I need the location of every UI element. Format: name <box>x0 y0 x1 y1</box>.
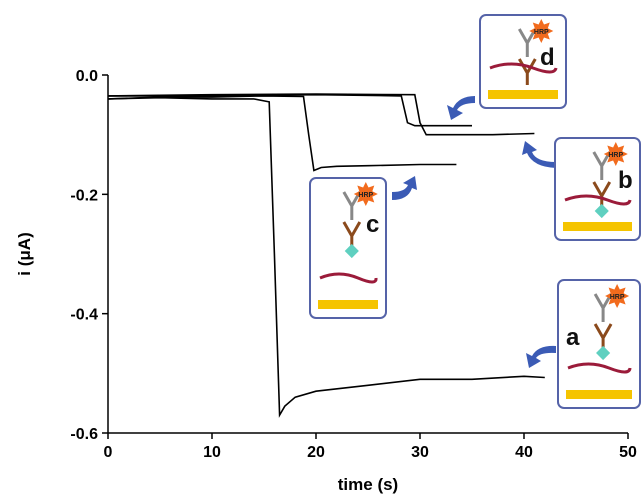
inset-label: d <box>540 44 555 71</box>
electrode <box>563 222 632 231</box>
inset-label: a <box>566 324 580 351</box>
inset: HRP c <box>310 178 386 318</box>
arrows <box>392 96 556 368</box>
arrow-a <box>526 346 556 368</box>
inset: HRP b <box>555 138 640 240</box>
electrode <box>318 300 378 309</box>
y-tick-label: -0.2 <box>70 187 98 204</box>
electrode <box>566 390 632 399</box>
inset: HRP a <box>558 280 640 408</box>
hrp-label: HRP <box>608 152 623 159</box>
x-tick-label: 40 <box>515 444 533 461</box>
y-tick-label: 0.0 <box>76 68 98 85</box>
x-tick-label: 50 <box>619 444 637 461</box>
y-axis-label: i (μA) <box>15 232 34 275</box>
inset-label: c <box>366 211 379 238</box>
x-axis-label: time (s) <box>338 475 398 494</box>
x-tick-label: 20 <box>307 444 325 461</box>
inset: HRP d <box>480 15 566 108</box>
y-tick-label: -0.4 <box>70 307 98 324</box>
arrow-c <box>392 176 417 200</box>
hrp-label: HRP <box>358 192 373 199</box>
x-tick-label: 0 <box>104 444 113 461</box>
hrp-label: HRP <box>610 294 625 301</box>
chart: time (s) i (μA) 0 10 20 30 40 50 0.0 -0.2 -0.4 -0… <box>0 0 643 498</box>
x-tick-label: 30 <box>411 444 429 461</box>
hrp-label: HRP <box>534 29 549 36</box>
arrow-d <box>447 96 475 120</box>
inset-label: b <box>618 167 633 194</box>
x-tick-label: 10 <box>203 444 221 461</box>
electrode <box>488 90 558 99</box>
arrow-b <box>522 141 556 168</box>
y-tick-label: -0.6 <box>70 426 98 443</box>
